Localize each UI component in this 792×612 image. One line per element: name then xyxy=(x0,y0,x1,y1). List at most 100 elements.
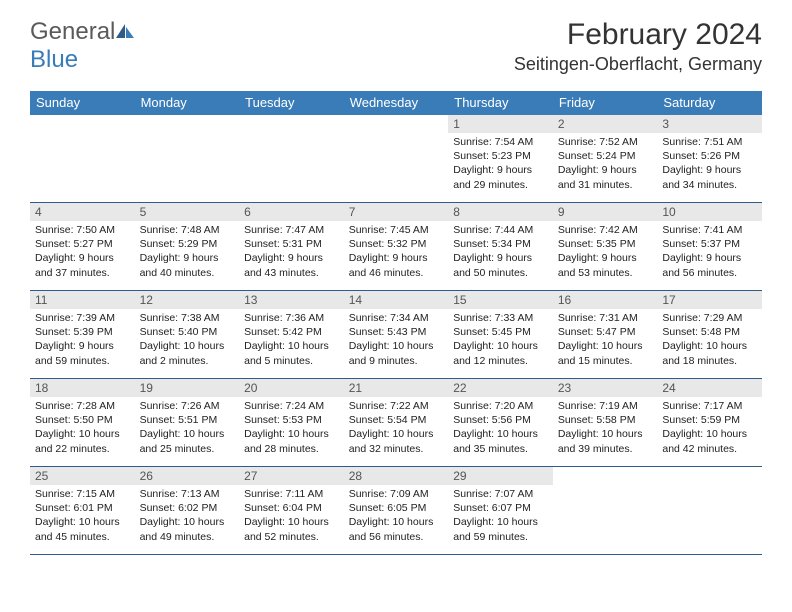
day-data: Sunrise: 7:13 AMSunset: 6:02 PMDaylight:… xyxy=(135,485,240,548)
daylight-line: Daylight: 10 hours and 42 minutes. xyxy=(662,428,747,454)
calendar-cell xyxy=(239,115,344,203)
sunrise-line: Sunrise: 7:17 AM xyxy=(662,400,742,412)
daylight-line: Daylight: 10 hours and 56 minutes. xyxy=(349,516,434,542)
day-number: 3 xyxy=(657,115,762,133)
calendar-cell: 2Sunrise: 7:52 AMSunset: 5:24 PMDaylight… xyxy=(553,115,658,203)
calendar-cell: 26Sunrise: 7:13 AMSunset: 6:02 PMDayligh… xyxy=(135,467,240,555)
sunrise-line: Sunrise: 7:15 AM xyxy=(35,488,115,500)
day-number: 6 xyxy=(239,203,344,221)
day-data: Sunrise: 7:26 AMSunset: 5:51 PMDaylight:… xyxy=(135,397,240,460)
sunset-line: Sunset: 5:23 PM xyxy=(453,150,531,162)
calendar-cell: 17Sunrise: 7:29 AMSunset: 5:48 PMDayligh… xyxy=(657,291,762,379)
sunrise-line: Sunrise: 7:44 AM xyxy=(453,224,533,236)
calendar-row: 18Sunrise: 7:28 AMSunset: 5:50 PMDayligh… xyxy=(30,379,762,467)
day-data: Sunrise: 7:19 AMSunset: 5:58 PMDaylight:… xyxy=(553,397,658,460)
day-data: Sunrise: 7:36 AMSunset: 5:42 PMDaylight:… xyxy=(239,309,344,372)
calendar-cell: 6Sunrise: 7:47 AMSunset: 5:31 PMDaylight… xyxy=(239,203,344,291)
daylight-line: Daylight: 10 hours and 39 minutes. xyxy=(558,428,643,454)
logo-text: General Blue xyxy=(30,18,137,74)
day-number: 23 xyxy=(553,379,658,397)
calendar-cell: 24Sunrise: 7:17 AMSunset: 5:59 PMDayligh… xyxy=(657,379,762,467)
sunset-line: Sunset: 5:35 PM xyxy=(558,238,636,250)
calendar-row: 11Sunrise: 7:39 AMSunset: 5:39 PMDayligh… xyxy=(30,291,762,379)
daylight-line: Daylight: 10 hours and 52 minutes. xyxy=(244,516,329,542)
day-number: 19 xyxy=(135,379,240,397)
sunset-line: Sunset: 5:45 PM xyxy=(453,326,531,338)
day-number: 22 xyxy=(448,379,553,397)
daylight-line: Daylight: 10 hours and 22 minutes. xyxy=(35,428,120,454)
calendar-cell: 16Sunrise: 7:31 AMSunset: 5:47 PMDayligh… xyxy=(553,291,658,379)
sunrise-line: Sunrise: 7:29 AM xyxy=(662,312,742,324)
sunrise-line: Sunrise: 7:11 AM xyxy=(244,488,323,500)
calendar-cell xyxy=(657,467,762,555)
sunset-line: Sunset: 6:02 PM xyxy=(140,502,218,514)
calendar-cell: 10Sunrise: 7:41 AMSunset: 5:37 PMDayligh… xyxy=(657,203,762,291)
calendar-cell: 20Sunrise: 7:24 AMSunset: 5:53 PMDayligh… xyxy=(239,379,344,467)
day-data: Sunrise: 7:22 AMSunset: 5:54 PMDaylight:… xyxy=(344,397,449,460)
sunset-line: Sunset: 6:07 PM xyxy=(453,502,531,514)
sunrise-line: Sunrise: 7:54 AM xyxy=(453,136,533,148)
sail-icon xyxy=(115,22,137,40)
day-data: Sunrise: 7:31 AMSunset: 5:47 PMDaylight:… xyxy=(553,309,658,372)
calendar-cell xyxy=(344,115,449,203)
col-sunday: Sunday xyxy=(30,91,135,115)
daylight-line: Daylight: 9 hours and 46 minutes. xyxy=(349,252,428,278)
empty-cell xyxy=(135,115,240,133)
sunrise-line: Sunrise: 7:09 AM xyxy=(349,488,429,500)
day-data: Sunrise: 7:17 AM Sunset: 5:59 PM Daylight:… xyxy=(657,397,762,460)
daylight-line: Daylight: 10 hours and 25 minutes. xyxy=(140,428,225,454)
daylight-line: Daylight: 9 hours and 59 minutes. xyxy=(35,340,114,366)
day-data: Sunrise: 7:28 AMSunset: 5:50 PMDaylight:… xyxy=(30,397,135,460)
calendar-cell: 14Sunrise: 7:34 AMSunset: 5:43 PMDayligh… xyxy=(344,291,449,379)
day-data: Sunrise: 7:50 AMSunset: 5:27 PMDaylight:… xyxy=(30,221,135,284)
day-data: Sunrise: 7:38 AMSunset: 5:40 PMDaylight:… xyxy=(135,309,240,372)
sunrise-line: Sunrise: 7:51 AM xyxy=(662,136,742,148)
empty-cell xyxy=(30,115,135,133)
daylight-line: Daylight: 9 hours and 43 minutes. xyxy=(244,252,323,278)
daylight-line: Daylight: 10 hours and 45 minutes. xyxy=(35,516,120,542)
day-number: 25 xyxy=(30,467,135,485)
sunrise-line: Sunrise: 7:19 AM xyxy=(558,400,638,412)
day-data: Sunrise: 7:44 AMSunset: 5:34 PMDaylight:… xyxy=(448,221,553,284)
sunrise-line: Sunrise: 7:33 AM xyxy=(453,312,533,324)
sunrise-line: Sunrise: 7:24 AM xyxy=(244,400,324,412)
daylight-line: Daylight: 9 hours and 50 minutes. xyxy=(453,252,532,278)
calendar-cell: 7Sunrise: 7:45 AMSunset: 5:32 PMDaylight… xyxy=(344,203,449,291)
sunrise-line: Sunrise: 7:31 AM xyxy=(558,312,638,324)
sunrise-line: Sunrise: 7:28 AM xyxy=(35,400,115,412)
day-data: Sunrise: 7:45 AMSunset: 5:32 PMDaylight:… xyxy=(344,221,449,284)
sunset-line: Sunset: 5:59 PM xyxy=(662,414,740,426)
day-number: 18 xyxy=(30,379,135,397)
sunset-line: Sunset: 5:53 PM xyxy=(244,414,322,426)
day-data: Sunrise: 7:07 AMSunset: 6:07 PMDaylight:… xyxy=(448,485,553,548)
sunrise-line: Sunrise: 7:39 AM xyxy=(35,312,115,324)
logo-part1: General xyxy=(30,18,115,45)
sunrise-line: Sunrise: 7:20 AM xyxy=(453,400,533,412)
sunrise-line: Sunrise: 7:50 AM xyxy=(35,224,115,236)
calendar-cell: 13Sunrise: 7:36 AMSunset: 5:42 PMDayligh… xyxy=(239,291,344,379)
calendar-cell: 27Sunrise: 7:11 AMSunset: 6:04 PMDayligh… xyxy=(239,467,344,555)
sunrise-line: Sunrise: 7:22 AM xyxy=(349,400,429,412)
calendar-cell: 9Sunrise: 7:42 AMSunset: 5:35 PMDaylight… xyxy=(553,203,658,291)
daylight-line: Daylight: 9 hours and 34 minutes. xyxy=(662,164,741,190)
day-data: Sunrise: 7:54 AMSunset: 5:23 PMDaylight:… xyxy=(448,133,553,196)
calendar-cell: 12Sunrise: 7:38 AMSunset: 5:40 PMDayligh… xyxy=(135,291,240,379)
sunrise-line: Sunrise: 7:48 AM xyxy=(140,224,220,236)
calendar-cell: 18Sunrise: 7:28 AMSunset: 5:50 PMDayligh… xyxy=(30,379,135,467)
sunrise-line: Sunrise: 7:34 AM xyxy=(349,312,429,324)
daylight-line: Daylight: 10 hours and 15 minutes. xyxy=(558,340,643,366)
daylight-line: Daylight: 9 hours and 56 minutes. xyxy=(662,252,741,278)
sunrise-line: Sunrise: 7:36 AM xyxy=(244,312,324,324)
daylight-line: Daylight: 10 hours and 28 minutes. xyxy=(244,428,329,454)
daylight-line: Daylight: 10 hours and 5 minutes. xyxy=(244,340,329,366)
sunset-line: Sunset: 5:27 PM xyxy=(35,238,113,250)
day-data: Sunrise: 7:41 AMSunset: 5:37 PMDaylight:… xyxy=(657,221,762,284)
day-data: Sunrise: 7:33 AMSunset: 5:45 PMDaylight:… xyxy=(448,309,553,372)
sunset-line: Sunset: 5:26 PM xyxy=(662,150,740,162)
daylight-line: Daylight: 10 hours and 35 minutes. xyxy=(453,428,538,454)
sunset-line: Sunset: 6:01 PM xyxy=(35,502,113,514)
header-row: Sunday Monday Tuesday Wednesday Thursday… xyxy=(30,91,762,115)
calendar-cell: 28Sunrise: 7:09 AMSunset: 6:05 PMDayligh… xyxy=(344,467,449,555)
col-wednesday: Wednesday xyxy=(344,91,449,115)
day-number: 29 xyxy=(448,467,553,485)
